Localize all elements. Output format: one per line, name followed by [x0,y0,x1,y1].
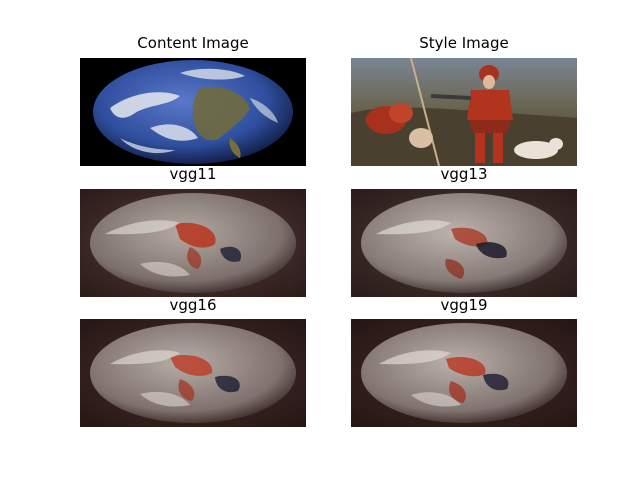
vgg16-title: vgg16 [80,296,306,314]
vgg16-output-image [80,319,306,427]
painting-image [351,58,577,166]
stylized-earth-image [80,189,306,297]
vgg19-output-image [351,319,577,427]
stylized-earth-image [80,319,306,427]
style-image [351,58,577,166]
stylized-earth-image [351,319,577,427]
earth-image [80,58,306,166]
vgg11-title: vgg11 [80,165,306,183]
vgg13-output-image [351,189,577,297]
style-image-title: Style Image [351,34,577,52]
vgg19-title: vgg19 [351,296,577,314]
stylized-earth-image [351,189,577,297]
content-image-title: Content Image [80,34,306,52]
content-image [80,58,306,166]
vgg11-output-image [80,189,306,297]
vgg13-title: vgg13 [351,165,577,183]
